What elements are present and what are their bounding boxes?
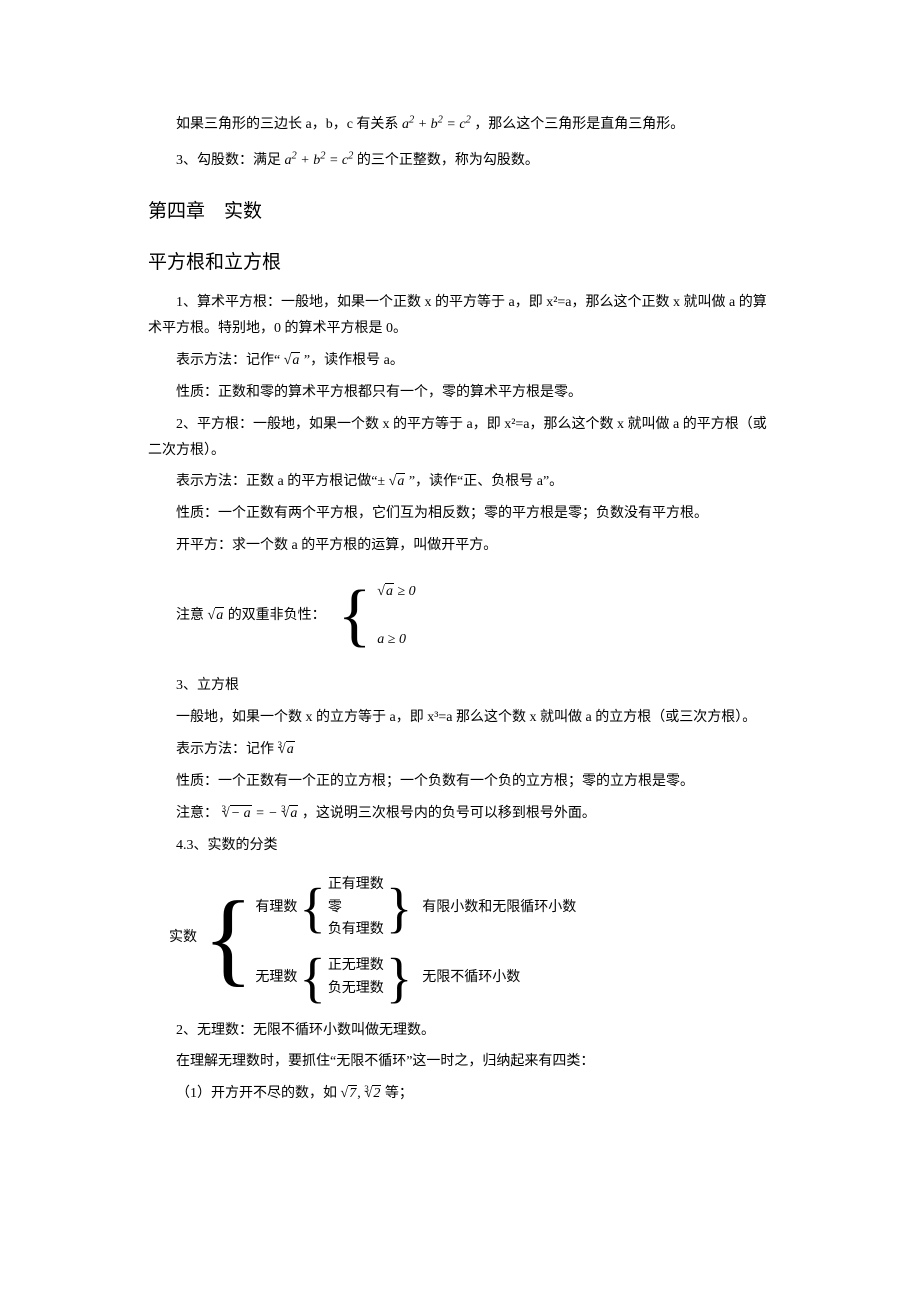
zero: 零 <box>328 897 384 919</box>
pythag-equation: a2 + b2 = c2 <box>402 117 471 132</box>
arith-sqrt-notation: 表示方法：记作“ √a ”，读作根号 a。 <box>148 348 772 374</box>
left-brace-icon: { <box>297 954 327 1002</box>
real-classification-head: 4.3、实数的分类 <box>148 833 772 859</box>
pythag-equation: a2 + b2 = c2 <box>285 153 354 168</box>
text: ，那么这个三角形是直角三角形。 <box>474 117 684 132</box>
cuberoot-def: 一般地，如果一个数 x 的立方等于 a，即 x³=a 那么这个数 x 就叫做 a… <box>148 705 772 731</box>
irrational-branch: 无理数 { 正无理数 负无理数 } 无限不循环小数 <box>255 954 576 1002</box>
text: 等； <box>385 1086 413 1101</box>
cuberoot-property: 性质：一个正数有一个正的立方根；一个负数有一个负的立方根；零的立方根是零。 <box>148 769 772 795</box>
irrational-def: 2、无理数：无限不循环小数叫做无理数。 <box>148 1018 772 1044</box>
irrational-note: 在理解无理数时，要抓住“无限不循环”这一时之，归纳起来有四类： <box>148 1049 772 1075</box>
cond-top: √a ≥ 0 <box>377 579 415 605</box>
irrational-desc: 无限不循环小数 <box>414 965 520 991</box>
pythag-inverse-text: 如果三角形的三边长 a，b，c 有关系 a2 + b2 = c2 ，那么这个三角… <box>148 112 772 138</box>
rational-branch: 有理数 { 正有理数 零 负有理数 } 有限小数和无限循环小数 <box>255 874 576 941</box>
sqrt-property: 性质：一个正数有两个平方根，它们互为相反数；零的平方根是零；负数没有平方根。 <box>148 501 772 527</box>
cbrt-2: 3√2 <box>364 1086 381 1101</box>
nonneg-conditions: √a ≥ 0 a ≥ 0 <box>377 571 415 661</box>
sqrt-a: √a <box>208 607 225 623</box>
arith-sqrt-def: 1、算术平方根：一般地，如果一个正数 x 的平方等于 a，即 x²=a，那么这个… <box>148 290 772 342</box>
text: ”，读作根号 a。 <box>304 353 404 368</box>
text: （1）开方开不尽的数，如 <box>176 1086 337 1101</box>
chapter-title: 第四章 实数 <box>148 194 772 229</box>
text: 的双重非负性： <box>228 608 326 623</box>
rational-label: 有理数 <box>255 895 297 921</box>
irrational-items: 正无理数 负无理数 <box>328 955 384 1000</box>
right-brace-icon: } <box>384 884 414 932</box>
text: 的三个正整数，称为勾股数。 <box>357 153 539 168</box>
left-brace-icon: { <box>201 898 255 978</box>
cuberoot-neg-note: 注意： 3√− a = − 3√a ，这说明三次根号内的负号可以移到根号外面。 <box>148 801 772 827</box>
right-brace-icon: } <box>384 954 414 1002</box>
sqrt-def: 2、平方根：一般地，如果一个数 x 的平方等于 a，即 x²=a，那么这个数 x… <box>148 412 772 464</box>
pythag-triples-text: 3、勾股数：满足 a2 + b2 = c2 的三个正整数，称为勾股数。 <box>148 148 772 174</box>
text: 注意 <box>176 608 204 623</box>
text: 表示方法：记作 <box>176 742 274 757</box>
tree-level1: 有理数 { 正有理数 零 负有理数 } 有限小数和无限循环小数 无理数 { 正无… <box>255 868 576 1007</box>
cuberoot-notation: 表示方法：记作 3√a <box>148 737 772 763</box>
text: 3、勾股数：满足 <box>176 153 281 168</box>
text: 注意： <box>176 806 218 821</box>
rational-items: 正有理数 零 负有理数 <box>328 874 384 941</box>
pos-rational: 正有理数 <box>328 874 384 896</box>
text: 表示方法：记作“ <box>176 353 280 368</box>
sqrt-notation: 表示方法：正数 a 的平方根记做“± √a ”，读作“正、负根号 a”。 <box>148 469 772 495</box>
open-sqrt-def: 开平方：求一个数 a 的平方根的运算，叫做开平方。 <box>148 533 772 559</box>
equals-neg: = − <box>255 806 277 821</box>
neg-irrational: 负无理数 <box>328 978 384 1000</box>
section-title: 平方根和立方根 <box>148 245 772 280</box>
left-brace-icon: { <box>297 884 327 932</box>
neg-rational: 负有理数 <box>328 919 384 941</box>
sqrt-a: √a <box>284 352 301 368</box>
cbrt-a: 3√a <box>281 806 298 821</box>
sqrt-7: √7 <box>341 1085 358 1101</box>
ge-zero: ≥ 0 <box>394 584 416 599</box>
cond-bot: a ≥ 0 <box>377 627 415 653</box>
cbrt-neg-a: 3√− a <box>222 806 252 821</box>
text: ”，读作“正、负根号 a”。 <box>409 474 563 489</box>
pos-irrational: 正无理数 <box>328 955 384 977</box>
text: 表示方法：正数 a 的平方根记做“± <box>176 474 385 489</box>
page: 如果三角形的三边长 a，b，c 有关系 a2 + b2 = c2 ，那么这个三角… <box>0 0 920 1173</box>
irrational-ex1: （1）开方开不尽的数，如 √7, 3√2 等； <box>148 1081 772 1107</box>
nonneg-note-label: 注意 √a 的双重非负性： <box>176 603 332 629</box>
cuberoot-head: 3、立方根 <box>148 673 772 699</box>
rational-desc: 有限小数和无限循环小数 <box>414 895 576 921</box>
cbrt-a: 3√a <box>278 742 295 757</box>
a-ge-zero: a ≥ 0 <box>377 632 406 647</box>
arith-sqrt-property: 性质：正数和零的算术平方根都只有一个，零的算术平方根是零。 <box>148 380 772 406</box>
tree-root-label: 实数 <box>169 925 201 951</box>
pm-sqrt-a: √a <box>389 473 406 489</box>
text: 如果三角形的三边长 a，b，c 有关系 <box>176 117 398 132</box>
left-brace-icon: { <box>332 581 378 651</box>
sqrt-a: √a <box>377 583 394 599</box>
real-number-tree: 实数 { 有理数 { 正有理数 零 负有理数 } 有限小数和无限循环小数 无理数… <box>169 868 772 1007</box>
text: ，这说明三次根号内的负号可以移到根号外面。 <box>302 806 596 821</box>
nonneg-note-block: 注意 √a 的双重非负性： { √a ≥ 0 a ≥ 0 <box>176 571 772 661</box>
irrational-label: 无理数 <box>255 965 297 991</box>
